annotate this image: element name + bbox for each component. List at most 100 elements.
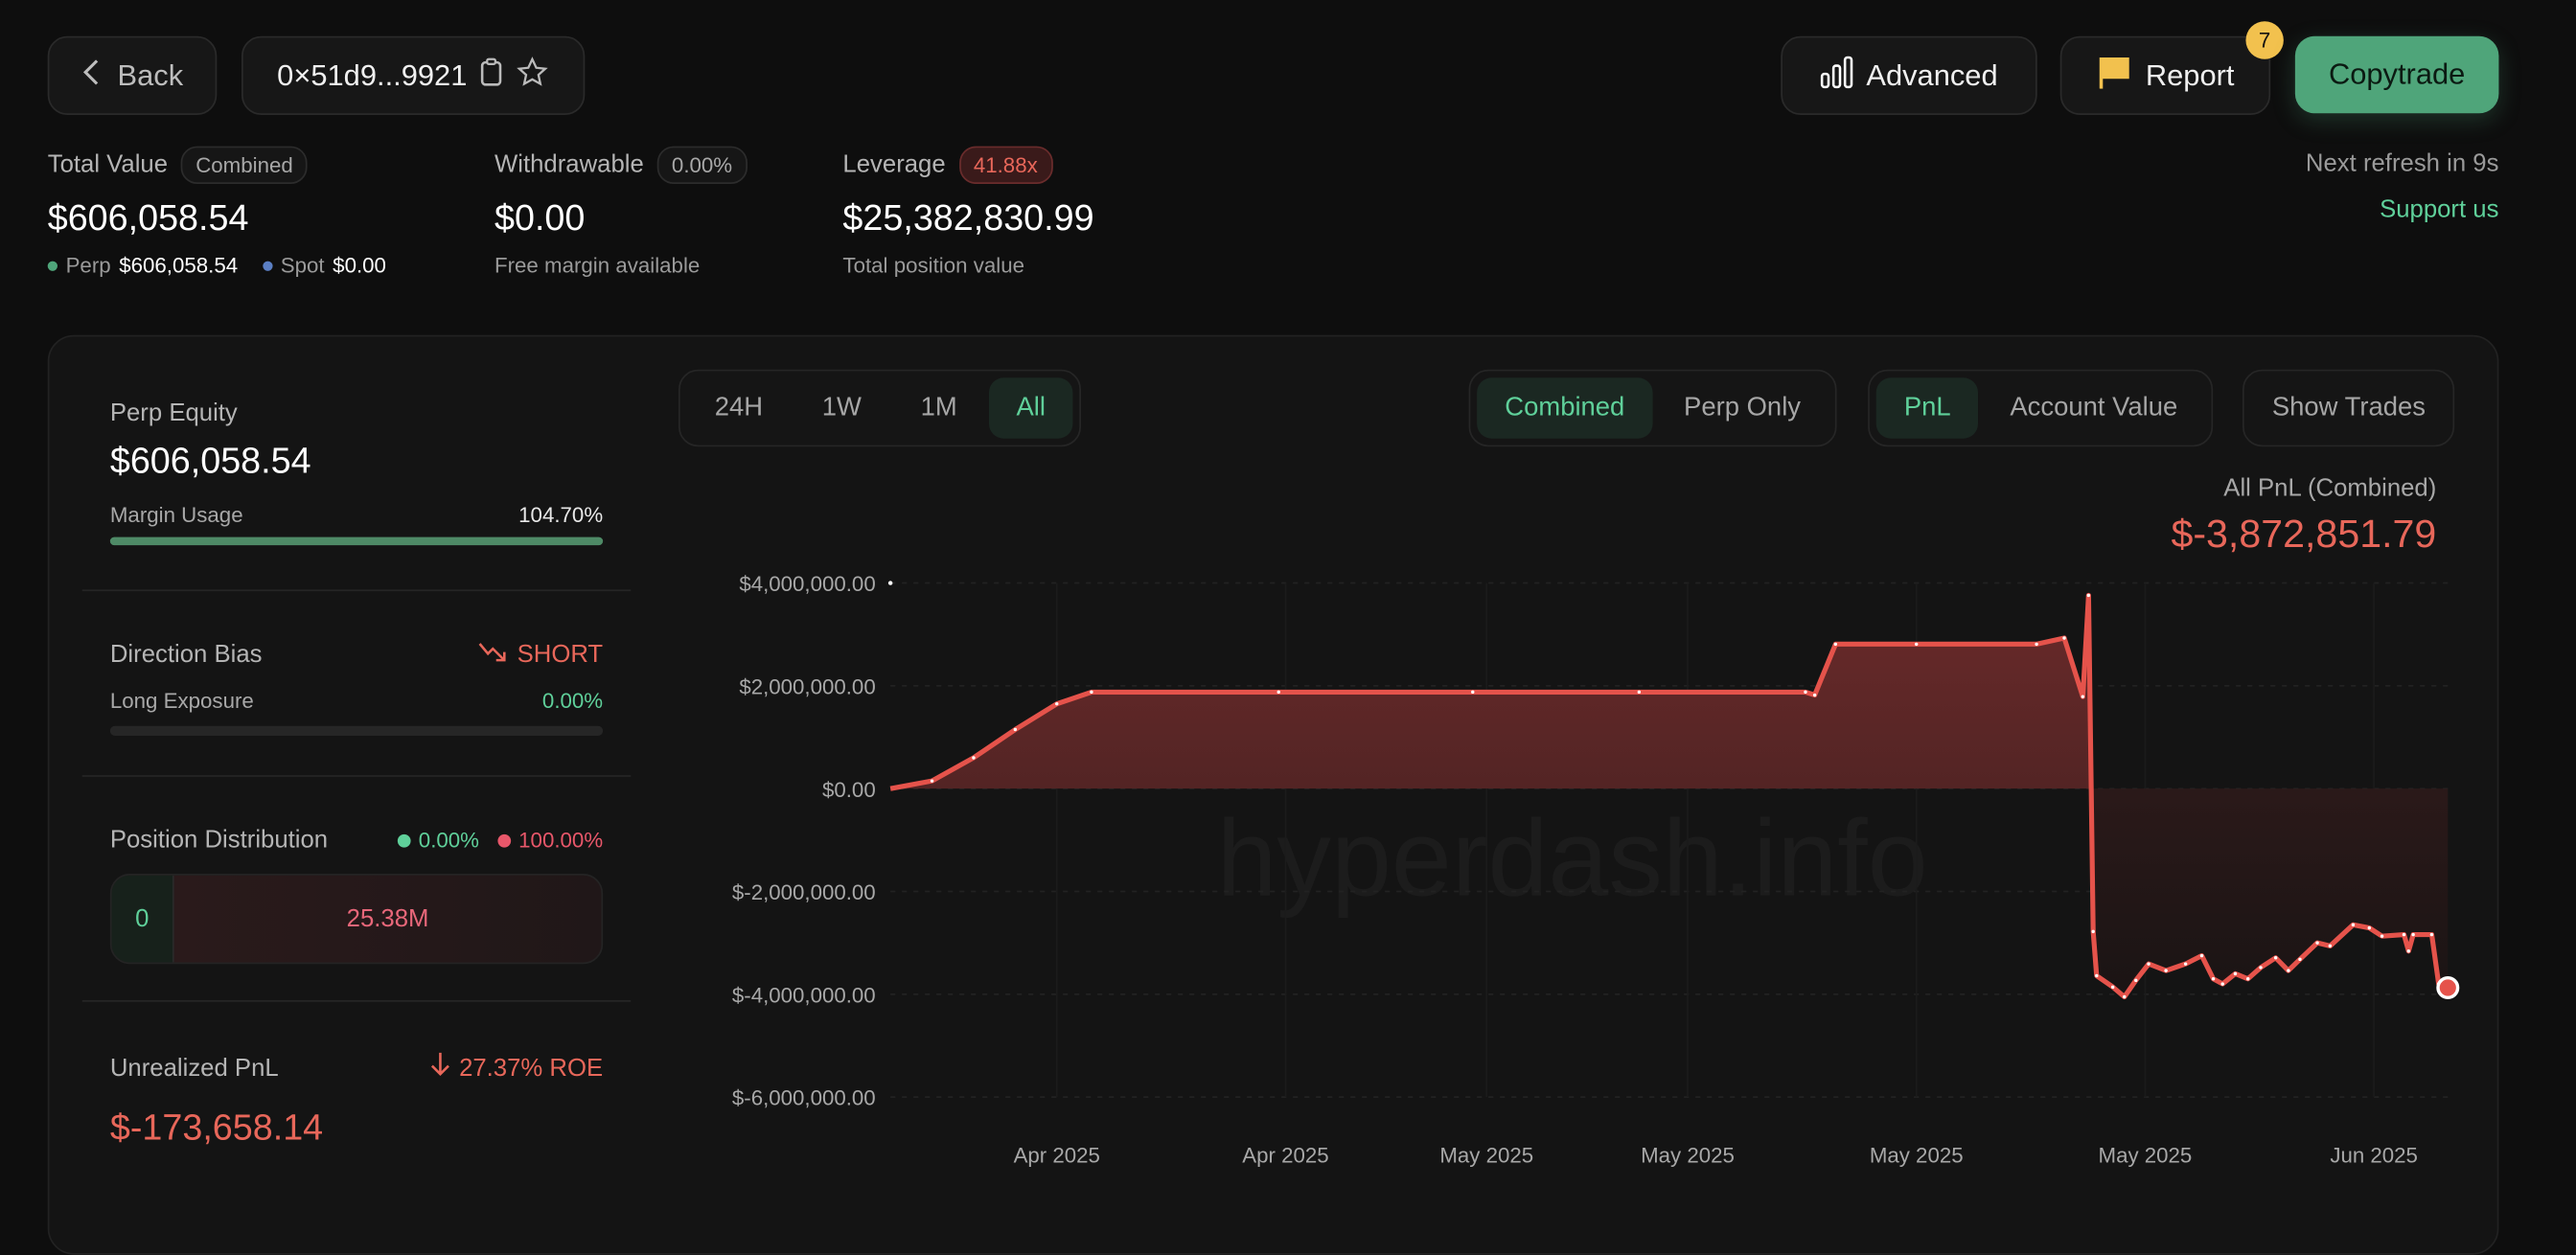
bar-chart-icon: [1820, 55, 1853, 96]
perp-equity-section: Perp Equity $606,058.54 Margin Usage 104.…: [82, 399, 632, 546]
data-point: [930, 779, 934, 783]
perp-equity-value: $606,058.54: [109, 440, 311, 482]
data-point: [1637, 690, 1642, 695]
leverage-label: Leverage: [842, 150, 946, 179]
data-point: [2367, 925, 2372, 930]
data-point: [2062, 636, 2066, 640]
positive-area: [890, 595, 2449, 789]
spot-dot-icon: [262, 260, 273, 271]
long-amount: 0: [111, 875, 174, 963]
data-point: [2211, 977, 2216, 981]
unrealized-pnl-label: Unrealized PnL: [109, 1053, 279, 1082]
short-pct: 100.00%: [518, 828, 604, 853]
x-tick-label: May 2025: [1439, 1144, 1533, 1168]
data-point: [2298, 957, 2302, 962]
trend-down-icon: [477, 641, 507, 669]
show-trades-label[interactable]: Show Trades: [2271, 393, 2426, 422]
data-point: [2259, 966, 2263, 970]
tab-pnl[interactable]: PnL: [1875, 377, 1979, 439]
position-distribution-section: Position Distribution 0.00% 100.00% 0 25.…: [82, 826, 632, 965]
data-point: [1471, 690, 1475, 695]
long-exposure-value: 0.00%: [541, 688, 604, 714]
withdrawable-pill: 0.00%: [656, 146, 748, 185]
data-point: [2402, 932, 2406, 937]
leverage-sub: Total position value: [842, 253, 1024, 278]
long-exposure-label: Long Exposure: [109, 688, 254, 714]
margin-usage-value: 104.70%: [518, 502, 604, 528]
y-tick-label: $2,000,000.00: [739, 674, 875, 698]
divider: [81, 775, 632, 777]
tab-all[interactable]: All: [988, 377, 1074, 439]
data-point: [2273, 956, 2278, 960]
data-point: [2220, 982, 2224, 986]
data-point: [2287, 969, 2290, 972]
position-distribution-bar: 0 25.38M: [109, 874, 604, 965]
combined-pill: Combined: [180, 146, 309, 185]
margin-usage-bar: [109, 536, 604, 546]
data-point: [2123, 994, 2127, 999]
data-point: [2183, 962, 2188, 966]
tab-perp-only[interactable]: Perp Only: [1684, 393, 1801, 422]
data-point: [2246, 977, 2250, 981]
arrow-down-icon: [431, 1051, 451, 1084]
withdrawable-value: $0.00: [494, 196, 586, 239]
data-point: [2110, 985, 2115, 990]
tab-1w[interactable]: 1W: [821, 393, 862, 422]
direction-bias-label: Direction Bias: [109, 640, 263, 669]
advanced-button[interactable]: Advanced: [1781, 35, 2037, 116]
data-point: [2411, 932, 2415, 937]
tab-combined[interactable]: Combined: [1477, 377, 1653, 439]
range-tabs: 24H 1W 1M All: [678, 369, 1082, 447]
leverage-value: $25,382,830.99: [842, 196, 1094, 239]
data-point: [2091, 929, 2095, 934]
data-point: [2315, 941, 2319, 945]
perp-dot-icon: [47, 260, 58, 271]
data-point: [2134, 978, 2138, 983]
direction-bias-value: SHORT: [517, 640, 604, 669]
support-link[interactable]: Support us: [2380, 195, 2499, 224]
address-chip: 0×51d9...9921: [242, 35, 586, 116]
y-tick-label: $4,000,000.00: [739, 572, 875, 596]
back-button[interactable]: Back: [47, 35, 218, 116]
x-tick-label: Apr 2025: [1014, 1144, 1100, 1168]
star-icon[interactable]: [517, 55, 549, 96]
back-label: Back: [117, 57, 184, 92]
short-amount: 25.38M: [173, 875, 602, 963]
divider: [81, 589, 632, 592]
watermark: hyperdash.info: [1217, 797, 1928, 918]
divider: [81, 1000, 632, 1002]
tab-1m[interactable]: 1M: [920, 393, 957, 422]
roe-value: 27.37% ROE: [459, 1053, 604, 1082]
tab-24h[interactable]: 24H: [714, 393, 764, 422]
address-text: 0×51d9...9921: [277, 57, 468, 92]
data-point: [2351, 923, 2356, 927]
copytrade-button[interactable]: Copytrade: [2294, 35, 2499, 114]
summary-value: $-3,872,851.79: [2171, 512, 2437, 558]
data-point: [1090, 690, 1093, 695]
data-point: [1812, 693, 1817, 697]
data-point: [1833, 642, 1838, 647]
y-tick-label: $0.00: [822, 778, 876, 802]
data-point: [1804, 690, 1807, 695]
data-point: [2081, 695, 2085, 698]
data-point: [2406, 949, 2411, 953]
show-trades-button[interactable]: Show Trades: [2242, 369, 2455, 447]
chevron-left-icon: [81, 57, 104, 94]
report-button[interactable]: Report: [2059, 35, 2271, 116]
perp-equity-label: Perp Equity: [109, 399, 238, 427]
data-point: [1013, 727, 1018, 732]
summary-label: All PnL (Combined): [2223, 474, 2437, 503]
tab-account-value[interactable]: Account Value: [2010, 393, 2178, 422]
x-tick-label: May 2025: [2099, 1144, 2193, 1168]
spot-value: $0.00: [333, 253, 386, 278]
unrealized-pnl-value: $-173,658.14: [109, 1107, 324, 1149]
total-value-stat: Total Value Combined $606,058.54 Perp $60…: [47, 146, 386, 278]
margin-usage-label: Margin Usage: [109, 502, 243, 528]
copy-icon[interactable]: [480, 57, 503, 94]
report-label: Report: [2145, 57, 2235, 92]
mode-tabs: Combined Perp Only: [1468, 369, 1837, 447]
perp-value: $606,058.54: [119, 253, 239, 278]
data-point: [972, 756, 976, 760]
data-point: [2147, 962, 2150, 966]
refresh-text: Next refresh in 9s: [2305, 149, 2499, 178]
